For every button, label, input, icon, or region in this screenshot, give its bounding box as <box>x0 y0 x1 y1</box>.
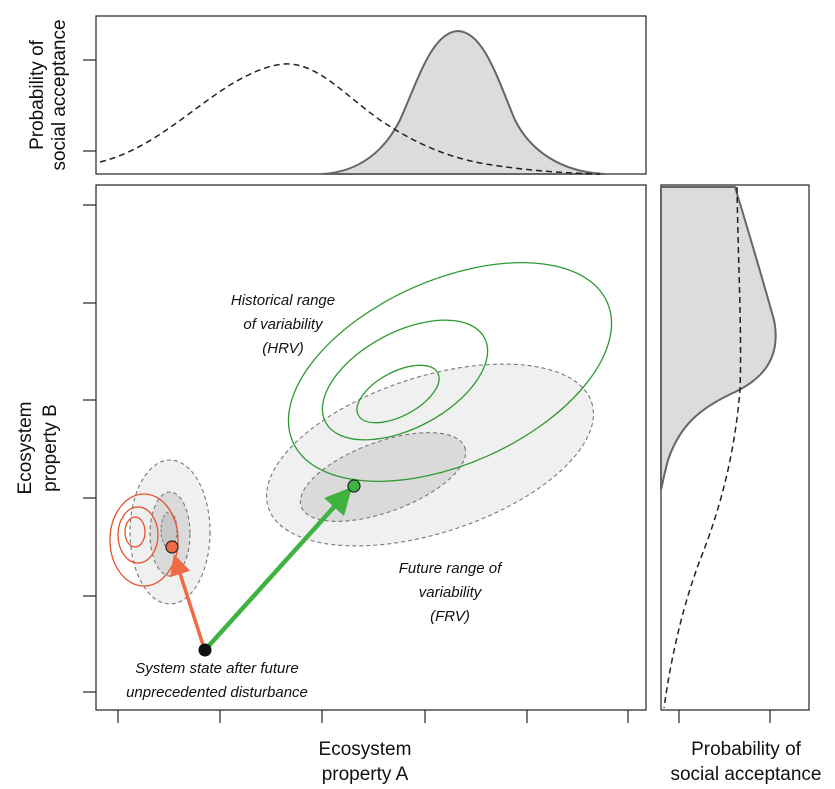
orange-arrow <box>170 554 206 649</box>
state-label-line1: System state after future <box>135 660 298 677</box>
right-xlabel-line1: Probability of <box>691 739 802 760</box>
main-x-ticks <box>117 710 629 723</box>
main-xlabel-line2: property A <box>322 764 409 785</box>
main-panel: Historical range of variability (HRV) Fu… <box>15 184 647 785</box>
hrv-label-line1: Historical range <box>231 292 335 309</box>
small-hrv-inner-contour <box>124 516 146 548</box>
top-ylabel-line1: Probability of <box>27 39 48 150</box>
main-ylabel-line2: property B <box>40 404 61 492</box>
hrv-label-line2: of variability <box>243 316 324 333</box>
hrv-middle-contour <box>321 319 489 441</box>
hrv-outer-contour <box>287 261 613 483</box>
hrv-label-line3: (HRV) <box>262 340 303 357</box>
small-hrv-middle-contour <box>117 506 159 564</box>
small-center-point <box>165 540 179 554</box>
main-xlabel-line1: Ecosystem <box>319 739 412 760</box>
right-density-panel: Probability of social acceptance <box>660 184 822 785</box>
top-panel-frame <box>95 15 647 175</box>
small-hrv-outer-contour <box>109 493 179 587</box>
green-arrow <box>203 486 353 652</box>
state-label-line2: unprecedented disturbance <box>126 684 308 701</box>
right-xlabel-line2: social acceptance <box>670 764 821 785</box>
right-historical-density <box>663 186 742 709</box>
main-ylabel-line1: Ecosystem <box>15 402 36 495</box>
main-panel-frame <box>95 184 647 711</box>
top-historical-density <box>99 63 601 175</box>
top-ylabel-line2: social acceptance <box>49 19 70 170</box>
frv-label-line2: variability <box>419 584 483 601</box>
hrv-inner-contour <box>356 364 440 424</box>
system-state-point <box>198 643 212 657</box>
frv-label-line1: Future range of <box>399 560 503 577</box>
right-future-density <box>660 186 777 491</box>
main-y-ticks <box>83 204 96 693</box>
frv-label-line3: (FRV) <box>430 608 470 625</box>
top-density-panel: Probability of social acceptance <box>27 15 647 175</box>
frv-center-point <box>347 479 361 493</box>
top-future-density <box>321 29 606 175</box>
